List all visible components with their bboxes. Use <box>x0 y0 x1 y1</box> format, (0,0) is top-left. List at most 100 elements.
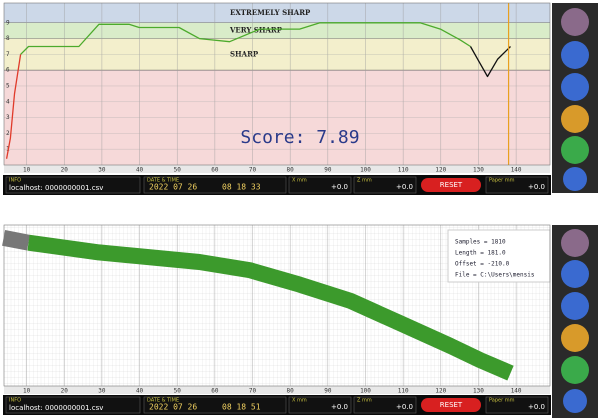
x-tick-label: 110 <box>398 167 409 174</box>
ticks-strip <box>4 165 550 173</box>
y-tick-label: 8 <box>6 35 10 42</box>
x-tick-label: 120 <box>435 167 446 174</box>
x-tick-label: 130 <box>473 388 484 395</box>
x-tick-label: 10 <box>23 167 31 174</box>
z-field <box>353 176 417 194</box>
y-tick-label: 4 <box>6 98 10 105</box>
info-line: Offset = -210.0 <box>455 261 510 268</box>
ticks-strip <box>4 386 550 394</box>
paper-field <box>485 176 549 194</box>
y-tick-label: 6 <box>6 67 10 74</box>
info-field <box>5 396 141 414</box>
x-tick-label: 10 <box>23 388 31 395</box>
x-tick-label: 30 <box>98 167 106 174</box>
x-field <box>288 396 352 414</box>
x-tick-label: 70 <box>249 388 257 395</box>
time: 08 18 51 <box>222 403 261 412</box>
field-label: DATE & TIME <box>147 178 179 184</box>
pause-button[interactable] <box>561 292 589 320</box>
field-label: Paper mm <box>489 178 515 184</box>
time: 08 18 33 <box>222 183 261 192</box>
zone-band <box>4 3 550 23</box>
x-tick-label: 120 <box>435 388 446 395</box>
plot-frame <box>3 224 551 387</box>
sidebar-bottom <box>552 225 598 418</box>
plot-frame <box>3 2 551 166</box>
x-tick-label: 80 <box>287 167 295 174</box>
info-field <box>5 176 141 194</box>
info-line: File = C:\Users\mensis <box>455 272 535 279</box>
x-tick-label: 30 <box>98 388 106 395</box>
sidebar-top <box>552 3 598 193</box>
file-name: localhost: 0000000001.csv <box>9 404 103 412</box>
x-tick-label: 130 <box>473 167 484 174</box>
reset-label: RESET <box>440 181 463 189</box>
folder-button[interactable] <box>561 136 589 164</box>
field-label: Paper mm <box>489 398 515 404</box>
x-tick-label: 60 <box>211 388 219 395</box>
pen-button[interactable] <box>563 389 587 413</box>
score: Score: 7.89 <box>240 127 359 148</box>
field-label: X mm <box>292 178 307 184</box>
y-tick-label: 9 <box>6 19 10 26</box>
trash-button[interactable] <box>561 229 589 257</box>
field-label: INFO <box>9 178 21 184</box>
zone-label: EXTREMELY SHARP <box>230 8 311 17</box>
datetime-field <box>143 176 287 194</box>
paper-field <box>485 396 549 414</box>
x-tick-label: 50 <box>174 167 182 174</box>
info-line: Length = 181.0 <box>455 250 506 257</box>
datetime-field <box>143 396 287 414</box>
x-tick-label: 20 <box>61 388 69 395</box>
field-label: INFO <box>9 398 21 404</box>
y-tick-label: 7 <box>6 51 10 58</box>
zone-label: SHARP <box>230 49 259 58</box>
x-tick-label: 140 <box>511 167 522 174</box>
reset-label: RESET <box>440 401 463 409</box>
data-line <box>5 54 22 159</box>
y-tick-label: 5 <box>6 82 10 89</box>
x-tick-label: 40 <box>136 167 144 174</box>
field-label: Z mm <box>357 178 372 184</box>
pause-button[interactable] <box>561 73 589 101</box>
x-tick-label: 90 <box>324 388 332 395</box>
pen-button[interactable] <box>563 167 587 191</box>
x-tick-label: 90 <box>324 167 332 174</box>
z-value: +0.0 <box>396 183 413 191</box>
paper-value: +0.0 <box>528 183 545 191</box>
field-label: DATE & TIME <box>147 398 179 404</box>
info-box <box>447 229 551 283</box>
paper-value: +0.0 <box>528 403 545 411</box>
data-line <box>20 22 471 55</box>
z-value: +0.0 <box>396 403 413 411</box>
x-tick-label: 100 <box>360 388 371 395</box>
info-line: Samples = 1810 <box>455 239 506 246</box>
x-value: +0.0 <box>331 183 348 191</box>
x-tick-label: 110 <box>398 388 409 395</box>
field-label: Z mm <box>357 398 372 404</box>
y-tick-label: 2 <box>6 130 10 137</box>
x-tick-label: 60 <box>211 167 219 174</box>
x-tick-label: 70 <box>249 167 257 174</box>
x-tick-label: 20 <box>61 167 69 174</box>
reset-button[interactable] <box>421 398 481 412</box>
play-button[interactable] <box>561 41 589 69</box>
x-value: +0.0 <box>331 403 348 411</box>
z-field <box>353 396 417 414</box>
folder-button[interactable] <box>561 356 589 384</box>
field-label: X mm <box>292 398 307 404</box>
file-name: localhost: 0000000001.csv <box>9 184 103 192</box>
date: 2022 07 26 <box>149 403 197 412</box>
play-button[interactable] <box>561 260 589 288</box>
reset-button[interactable] <box>421 178 481 192</box>
data-line <box>469 46 511 78</box>
data-line <box>27 234 514 381</box>
trash-button[interactable] <box>561 8 589 36</box>
x-tick-label: 100 <box>360 167 371 174</box>
grid-button[interactable] <box>561 105 589 133</box>
grid-button[interactable] <box>561 324 589 352</box>
